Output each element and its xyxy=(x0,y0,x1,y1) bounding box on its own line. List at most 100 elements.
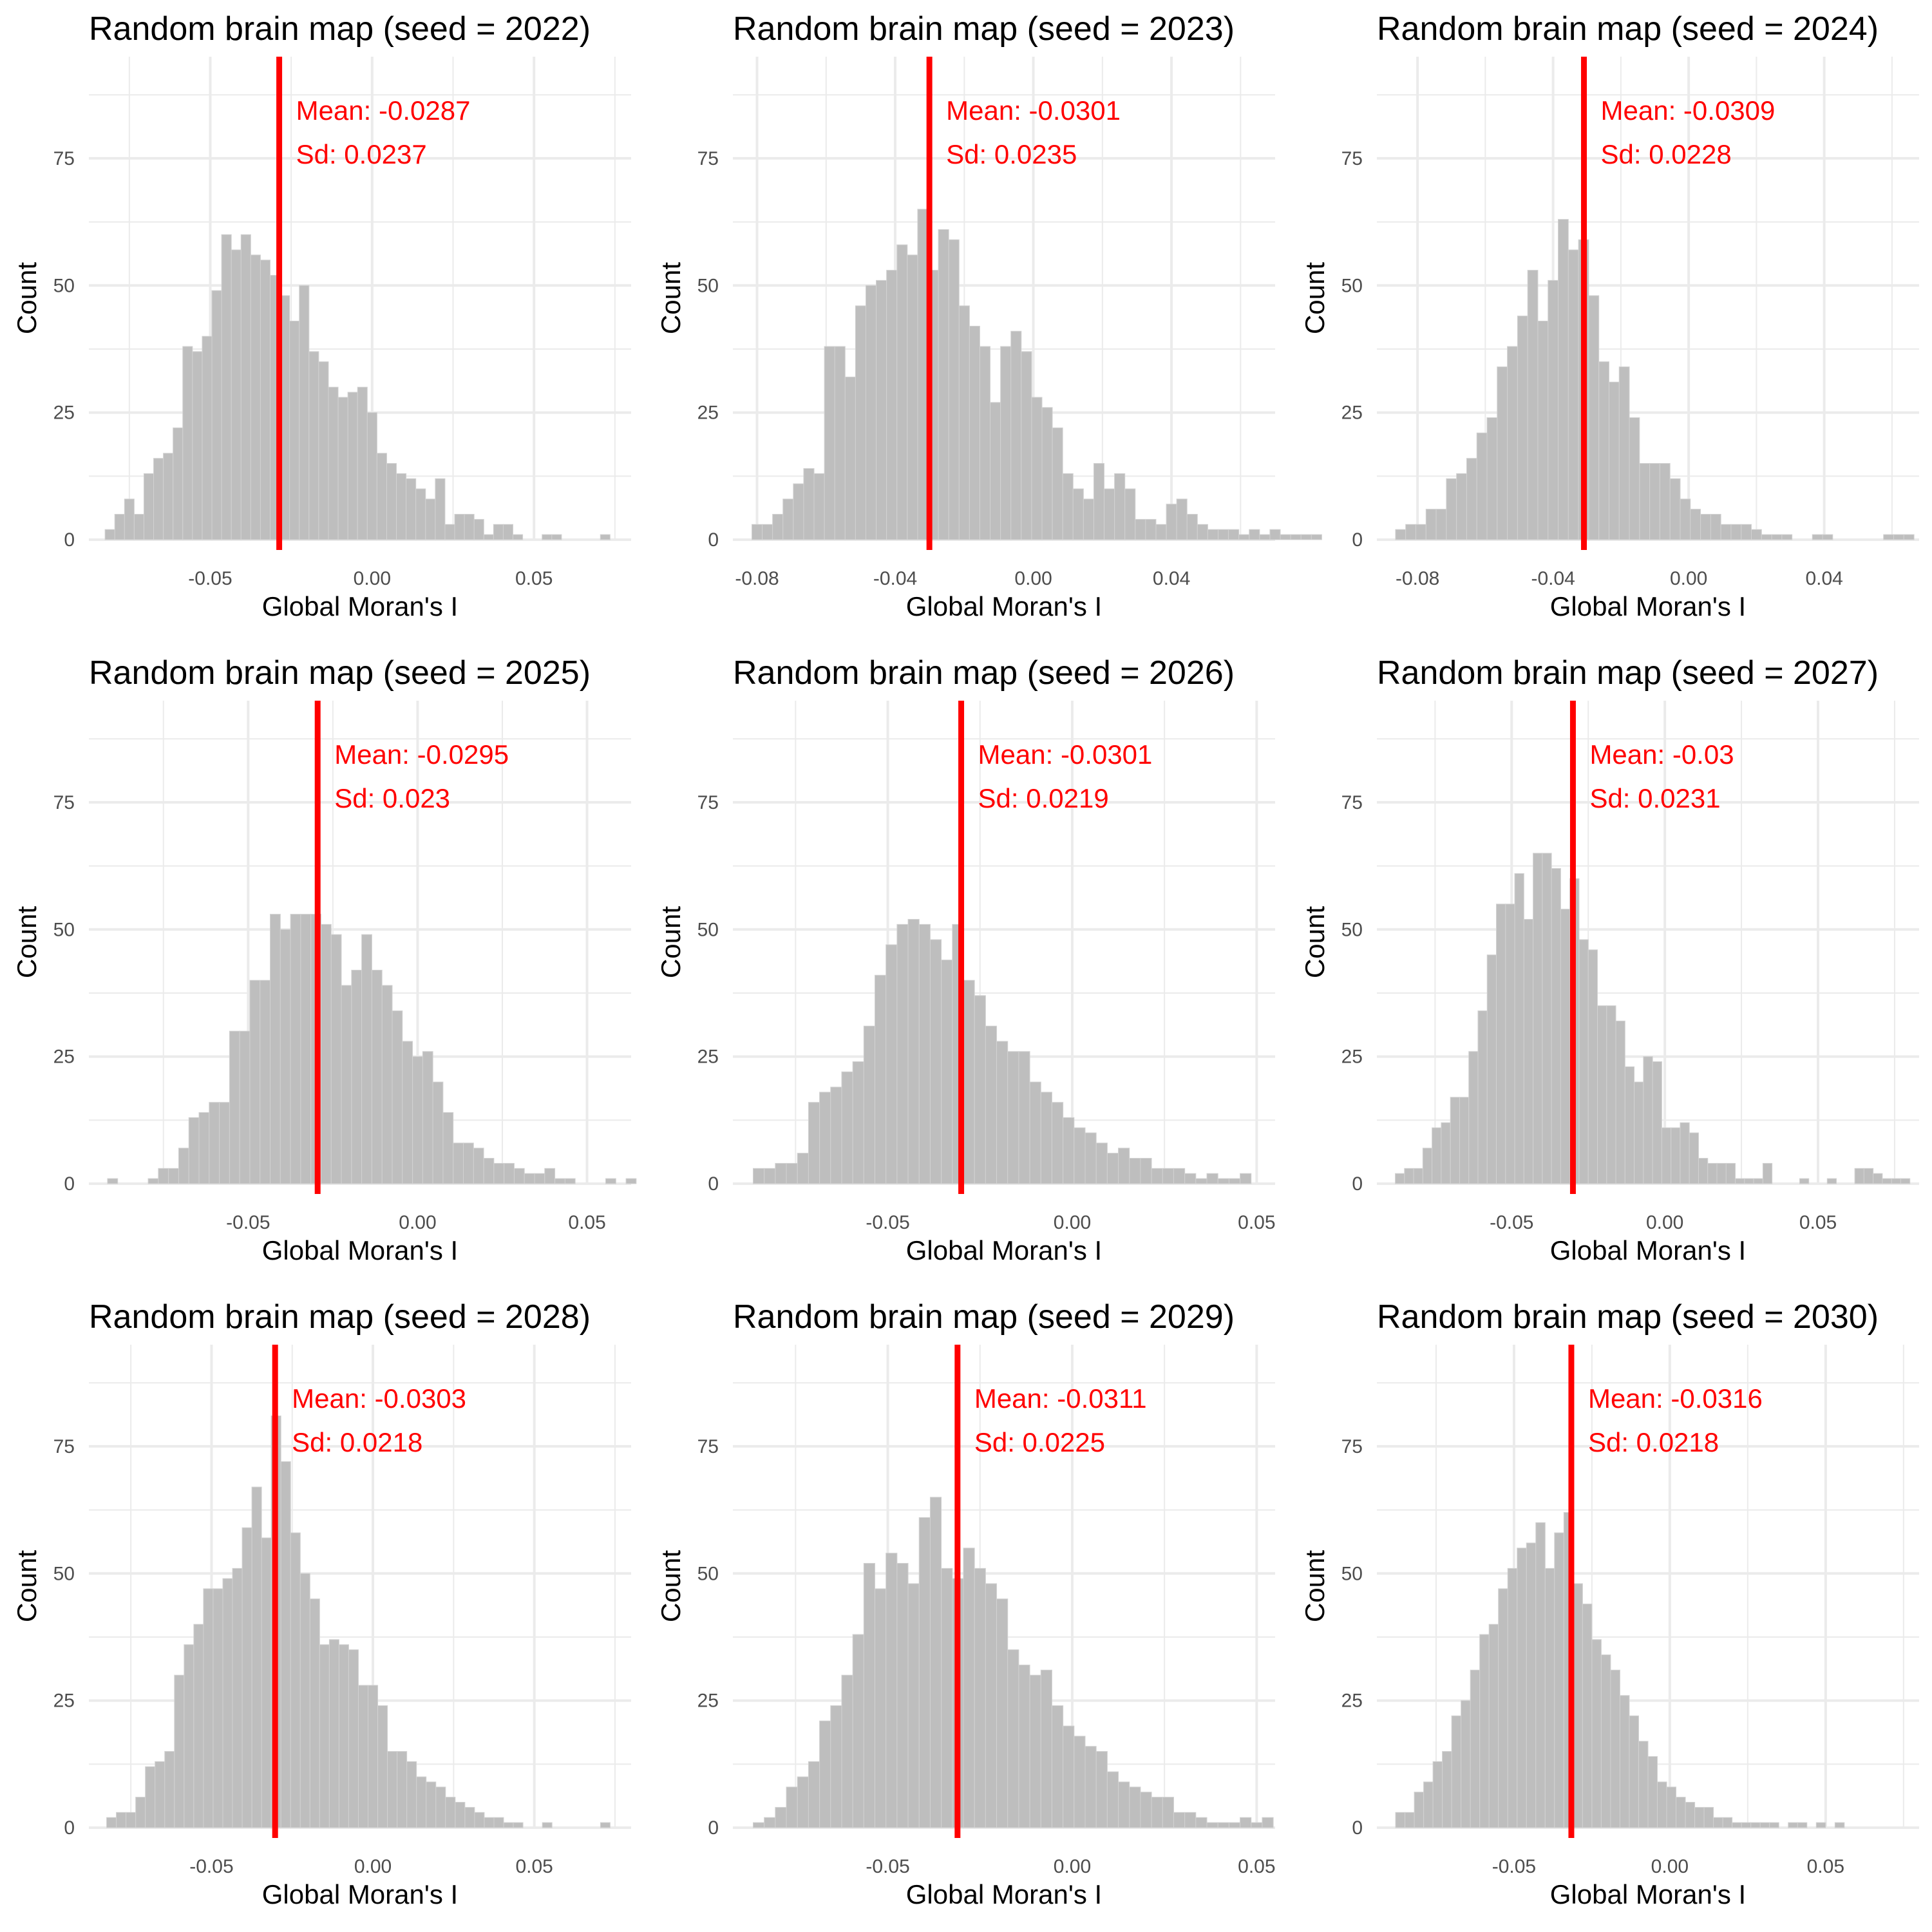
histogram-bar xyxy=(1710,514,1721,540)
histogram-bar xyxy=(1206,1822,1218,1828)
histogram-bar xyxy=(775,1806,787,1828)
histogram-bar xyxy=(1671,1127,1681,1184)
histogram-bar xyxy=(250,254,261,540)
x-tick-label: 0.05 xyxy=(515,1856,553,1877)
histogram-bar xyxy=(830,1086,842,1184)
histogram-bar xyxy=(1040,1092,1052,1184)
histogram-bar xyxy=(1690,509,1701,540)
histogram-bar xyxy=(371,969,383,1184)
histogram-bar xyxy=(844,376,856,540)
y-axis-label: Count xyxy=(12,906,42,978)
x-tick-label: -0.05 xyxy=(1492,1856,1536,1877)
histogram-bar xyxy=(1414,1792,1425,1828)
x-tick-label: -0.05 xyxy=(866,1856,909,1877)
histogram-bar xyxy=(1018,1664,1030,1828)
histogram-bar xyxy=(1526,1542,1537,1828)
histogram-bar xyxy=(841,1674,853,1828)
x-axis-label: Global Moran's I xyxy=(262,591,458,621)
histogram-bar xyxy=(963,980,975,1184)
histogram-bar xyxy=(1507,346,1518,540)
histogram-bar xyxy=(600,534,611,540)
histogram-bar xyxy=(1834,1822,1845,1828)
histogram-bar xyxy=(1638,1741,1649,1828)
sd-annotation: Sd: 0.0237 xyxy=(296,139,427,169)
histogram-bar xyxy=(1104,488,1115,540)
histogram-bar xyxy=(174,1674,185,1828)
histogram-bar xyxy=(876,279,887,540)
sd-annotation: Sd: 0.0231 xyxy=(1589,783,1720,813)
histogram-bar xyxy=(1228,1178,1241,1184)
histogram-bar xyxy=(929,939,942,1184)
histogram-bar xyxy=(221,234,232,540)
histogram-bar xyxy=(918,1517,931,1828)
mean-annotation: Mean: -0.0303 xyxy=(292,1383,466,1414)
histogram-bar xyxy=(896,244,908,540)
histogram-bar xyxy=(1186,514,1198,540)
histogram-bar xyxy=(1488,1624,1499,1828)
histogram-bar xyxy=(1486,954,1497,1184)
histogram-bar xyxy=(762,524,773,540)
histogram-bar xyxy=(300,914,312,1184)
histogram-bar xyxy=(513,534,524,540)
histogram-bar xyxy=(444,524,455,540)
histogram-bar xyxy=(907,918,920,1184)
histogram-bar xyxy=(1680,1122,1690,1184)
x-tick-label: 0.00 xyxy=(1014,568,1052,589)
histogram-bar xyxy=(415,488,426,540)
histogram-bar xyxy=(318,361,329,540)
histogram-bar xyxy=(328,386,339,540)
histogram-bar xyxy=(1031,397,1043,540)
histogram-bar xyxy=(290,1532,301,1828)
histogram-bar xyxy=(896,923,909,1184)
histogram-bars xyxy=(1395,219,1915,540)
histogram-bar xyxy=(948,239,960,540)
histogram-bar xyxy=(772,514,784,540)
y-tick-label: 25 xyxy=(697,1046,719,1068)
histogram-bar xyxy=(1666,1786,1677,1828)
histogram-bar xyxy=(875,974,887,1184)
histogram-bar xyxy=(1527,270,1539,540)
histogram-bar xyxy=(493,1817,504,1828)
histogram-bar xyxy=(1822,534,1833,540)
panel-title: Random brain map (seed = 2024) xyxy=(1377,10,1879,48)
histogram-bar xyxy=(1771,534,1783,540)
histogram-bar xyxy=(1505,904,1515,1184)
histogram-bar xyxy=(1207,529,1219,540)
y-tick-label: 0 xyxy=(64,1817,75,1839)
histogram-bar xyxy=(1707,1162,1718,1184)
histogram-bar xyxy=(819,1092,831,1184)
histogram-bar xyxy=(1883,534,1895,540)
histogram-bar xyxy=(1615,1020,1625,1184)
x-tick-label: -0.08 xyxy=(1396,568,1439,589)
histogram-bar xyxy=(886,1553,898,1828)
mean-annotation: Mean: -0.0309 xyxy=(1601,95,1776,126)
histogram-bar xyxy=(229,1030,240,1184)
histogram-bar xyxy=(896,1562,909,1828)
histogram-bar xyxy=(1652,1061,1662,1184)
histogram-bar xyxy=(1741,1822,1752,1828)
histogram-bar xyxy=(1661,1127,1672,1184)
histogram-bar xyxy=(1432,1127,1442,1184)
histogram-bar xyxy=(1578,939,1589,1184)
mean-annotation: Mean: -0.0301 xyxy=(946,95,1121,126)
histogram-bar xyxy=(1535,1522,1546,1828)
sd-annotation: Sd: 0.0218 xyxy=(292,1427,422,1457)
histogram-bar xyxy=(483,534,494,540)
histogram-bar xyxy=(330,934,342,1184)
histogram-bar xyxy=(1554,1532,1564,1828)
histogram-bar xyxy=(1517,1548,1527,1828)
histogram-bar xyxy=(147,1178,159,1184)
histogram-bar xyxy=(841,1071,853,1184)
histogram-bar xyxy=(808,1102,820,1184)
histogram-bar xyxy=(290,914,301,1184)
histogram-bar xyxy=(797,1776,809,1828)
x-axis-label: Global Moran's I xyxy=(262,1879,458,1909)
histogram-bar xyxy=(1713,1817,1723,1828)
histogram-bar xyxy=(513,1822,524,1828)
histogram-bar xyxy=(1523,918,1534,1184)
histogram-bars xyxy=(1395,853,1911,1184)
histogram-bar xyxy=(463,1142,474,1184)
x-tick-label: 0.00 xyxy=(354,1856,392,1877)
histogram-bar xyxy=(503,1822,514,1828)
histogram-bar xyxy=(1423,1781,1434,1828)
